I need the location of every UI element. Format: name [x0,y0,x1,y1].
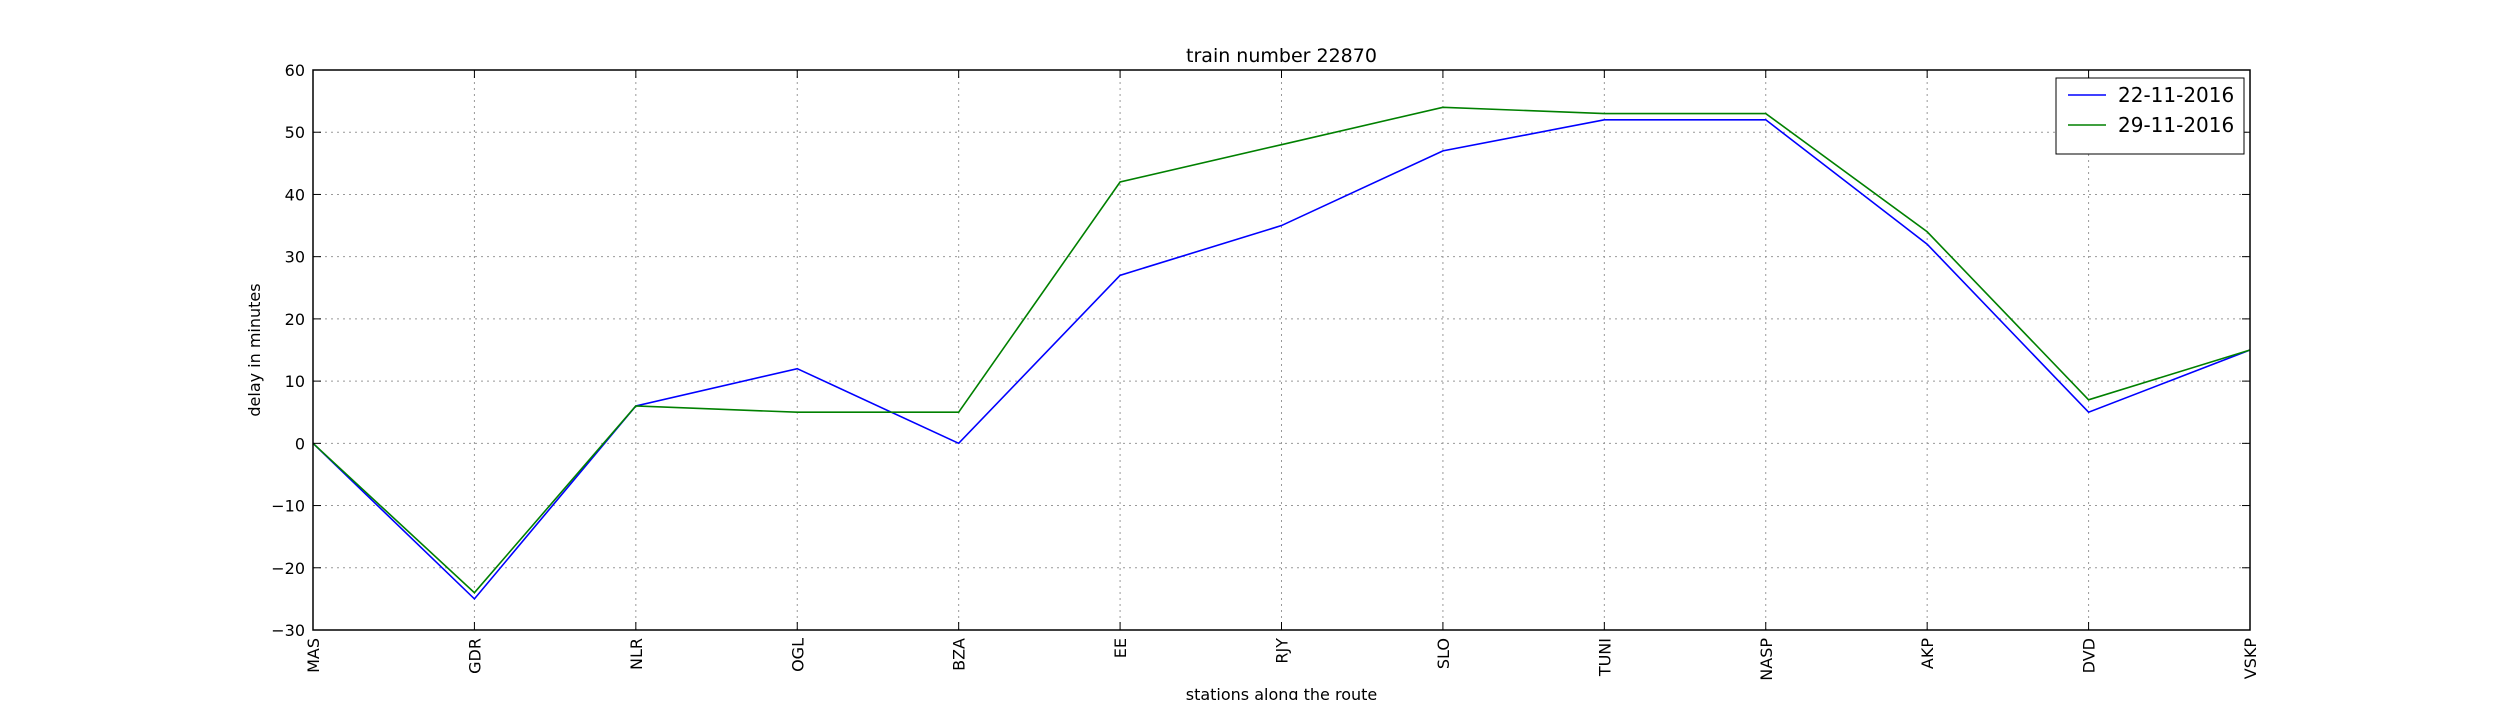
y-axis-label: delay in minutes [245,283,264,416]
y-tick-label: 0 [295,434,305,453]
axis-ticks: −30 −20 −10 0 10 20 30 40 50 60 MAS GDR NLR OGL BZA EE R… [271,61,2260,681]
y-tick-label: 50 [285,123,305,142]
x-axis-label: stations along the route [1186,685,1378,700]
y-tick-label: −20 [271,559,305,578]
x-tick-label: MAS [304,638,323,673]
x-tick-label: BZA [950,638,969,671]
legend-label: 29-11-2016 [2118,113,2234,137]
x-tick-label: RJY [1273,638,1292,664]
x-tick-label: VSKP [2241,638,2260,680]
x-tick-label: TUNI [1595,638,1614,677]
series-lines [312,106,2251,601]
chart-title: train number 22870 [1186,45,1377,67]
y-tick-label: −10 [271,497,305,516]
y-tick-label: 30 [285,248,305,267]
grid [313,70,2250,630]
x-tick-label: NASP [1757,638,1776,681]
x-tick-label: OGL [788,638,807,672]
y-tick-label: 60 [285,61,305,80]
y-tick-label: −30 [271,621,305,640]
y-tick-label: 40 [285,185,305,204]
series-line [312,106,2251,594]
x-tick-label: NLR [627,638,646,670]
x-tick-label: GDR [465,638,484,674]
y-tick-label: 10 [285,372,305,391]
legend-box [2055,77,2245,155]
x-tick-label: SLO [1434,638,1453,669]
legend: 22-11-2016 29-11-2016 [2055,77,2245,155]
x-tick-label: AKP [1918,638,1937,669]
legend-label: 22-11-2016 [2118,83,2234,107]
x-tick-label: EE [1111,638,1130,658]
y-tick-label: 20 [285,310,305,329]
x-tick-label: DVD [2080,638,2099,673]
